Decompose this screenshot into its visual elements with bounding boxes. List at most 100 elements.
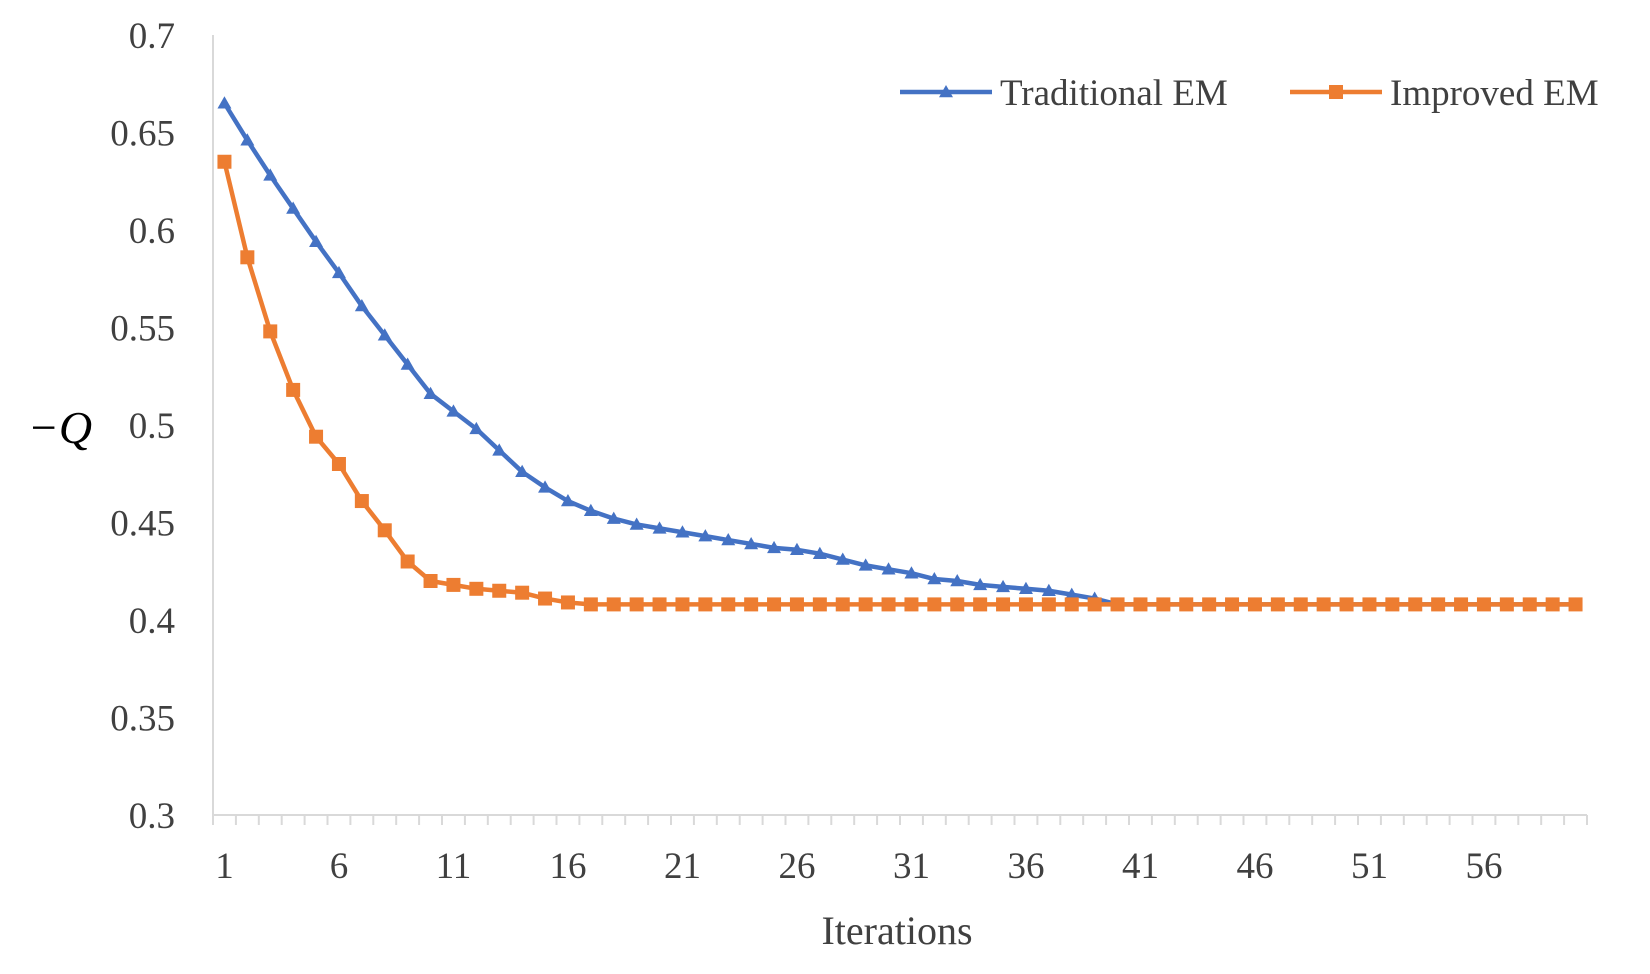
data-point bbox=[629, 517, 644, 530]
data-point bbox=[1133, 597, 1148, 612]
series-line bbox=[222, 161, 1576, 607]
data-point bbox=[1339, 597, 1354, 612]
data-point bbox=[1110, 597, 1125, 612]
data-point bbox=[377, 523, 392, 538]
data-point bbox=[1545, 597, 1560, 612]
y-axis-ticks: 0.3 0.35 0.4 0.45 0.5 0.55 0.6 0.65 0.7 bbox=[110, 16, 175, 837]
data-point bbox=[1454, 597, 1469, 612]
data-point bbox=[721, 597, 736, 612]
x-tick-label: 26 bbox=[778, 846, 815, 887]
data-point bbox=[1385, 597, 1400, 612]
data-point bbox=[744, 597, 759, 612]
data-point bbox=[1247, 597, 1262, 612]
x-tick-label: 11 bbox=[436, 846, 472, 887]
x-tick-label: 41 bbox=[1122, 846, 1159, 887]
data-point bbox=[309, 429, 324, 444]
y-tick-label: 0.45 bbox=[110, 504, 175, 545]
data-point bbox=[286, 382, 301, 397]
x-tick-label: 36 bbox=[1007, 846, 1044, 887]
legend: Traditional EM Improved EM bbox=[900, 73, 1599, 114]
data-point bbox=[973, 597, 988, 612]
data-point bbox=[423, 574, 438, 588]
data-point bbox=[1041, 597, 1056, 612]
data-point bbox=[538, 591, 553, 606]
data-point bbox=[354, 494, 369, 509]
data-point bbox=[721, 533, 736, 546]
legend-label: Traditional EM bbox=[1000, 73, 1228, 114]
data-point bbox=[904, 597, 919, 612]
series-layer bbox=[217, 96, 1583, 612]
data-point bbox=[1041, 583, 1056, 596]
data-point bbox=[1018, 597, 1033, 612]
data-point bbox=[492, 443, 507, 456]
data-point bbox=[606, 597, 621, 612]
data-point bbox=[1202, 597, 1217, 612]
x-tick-label: 56 bbox=[1465, 846, 1502, 887]
axes bbox=[212, 35, 1588, 825]
data-point bbox=[675, 525, 690, 538]
data-point bbox=[652, 521, 667, 534]
data-point bbox=[789, 597, 804, 612]
x-axis-ticks: 1 6 11 16 21 26 31 36 41 46 51 56 bbox=[215, 846, 1502, 887]
data-point bbox=[767, 540, 782, 554]
x-axis-title: Iterations bbox=[821, 908, 972, 953]
x-tick-label: 6 bbox=[330, 846, 349, 887]
x-tick-label: 46 bbox=[1236, 846, 1273, 887]
data-point bbox=[240, 133, 255, 146]
data-point bbox=[286, 201, 301, 214]
y-tick-label: 0.3 bbox=[129, 796, 175, 837]
data-point bbox=[400, 357, 415, 370]
data-point bbox=[927, 597, 942, 612]
data-point bbox=[1522, 597, 1537, 612]
data-point bbox=[446, 404, 461, 417]
data-point bbox=[629, 597, 644, 612]
data-point bbox=[835, 552, 850, 565]
legend-swatch-marker bbox=[939, 85, 953, 98]
data-point bbox=[1431, 597, 1446, 612]
data-point bbox=[1293, 597, 1308, 612]
data-point bbox=[492, 583, 507, 598]
data-point bbox=[1179, 597, 1194, 612]
data-point bbox=[1476, 597, 1491, 612]
y-tick-label: 0.65 bbox=[110, 114, 175, 155]
data-point bbox=[1316, 597, 1331, 612]
data-point bbox=[789, 542, 804, 556]
legend-item: Improved EM bbox=[1290, 73, 1599, 114]
x-tick-label: 21 bbox=[664, 846, 701, 887]
data-point bbox=[1087, 597, 1102, 612]
data-point bbox=[1225, 597, 1240, 612]
y-tick-label: 0.5 bbox=[129, 406, 175, 447]
data-point bbox=[377, 328, 392, 341]
data-point bbox=[996, 597, 1011, 612]
legend-swatch-marker bbox=[1329, 85, 1343, 99]
data-point bbox=[858, 558, 873, 571]
data-point bbox=[996, 579, 1011, 593]
data-point bbox=[835, 597, 850, 612]
data-point bbox=[950, 597, 965, 612]
y-tick-label: 0.4 bbox=[129, 601, 175, 642]
data-point bbox=[1362, 597, 1377, 612]
data-point bbox=[354, 299, 369, 312]
data-point bbox=[309, 234, 324, 247]
data-point bbox=[858, 597, 873, 612]
y-tick-label: 0.55 bbox=[110, 309, 175, 350]
data-point bbox=[538, 480, 553, 493]
data-point bbox=[331, 457, 346, 471]
data-point bbox=[560, 494, 575, 507]
series-traditional-em bbox=[217, 96, 1583, 610]
x-tick-label: 31 bbox=[893, 846, 930, 887]
data-point bbox=[469, 581, 484, 596]
data-point bbox=[698, 529, 713, 542]
data-point bbox=[881, 562, 896, 575]
data-point bbox=[698, 597, 713, 612]
data-point bbox=[927, 572, 942, 585]
data-point bbox=[973, 577, 988, 591]
data-point bbox=[515, 585, 530, 600]
data-point bbox=[675, 597, 690, 612]
data-point bbox=[583, 597, 598, 612]
data-point bbox=[217, 96, 232, 109]
data-point bbox=[1270, 597, 1285, 612]
data-point bbox=[767, 597, 782, 612]
data-point bbox=[904, 566, 919, 579]
